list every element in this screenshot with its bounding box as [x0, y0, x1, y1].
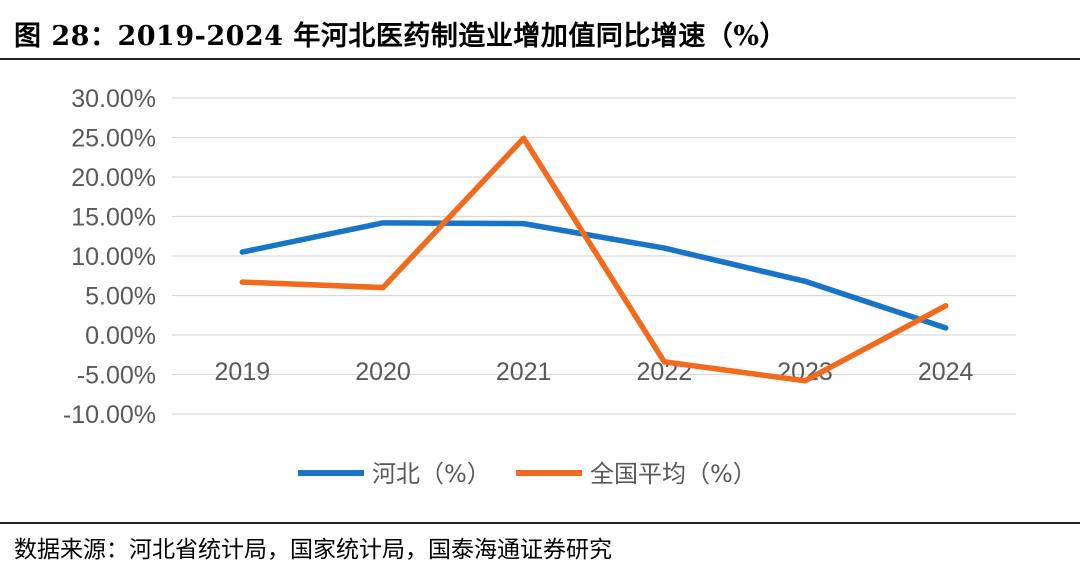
gridlines: [172, 97, 1016, 415]
data-point: [661, 245, 667, 251]
data-point: [661, 359, 667, 365]
x-tick-label: 2021: [496, 358, 552, 386]
legend-label: 全国平均（%）: [590, 460, 757, 488]
figure-title: 图 28：2019-2024 年河北医药制造业增加值同比增速（%）: [14, 21, 788, 52]
data-point: [521, 135, 527, 141]
legend: 河北（%） 全国平均（%）: [298, 460, 757, 488]
y-axis-ticks: 30.00% 25.00% 20.00% 15.00% 10.00% 5.00% 0.00%…: [63, 85, 156, 429]
x-axis-ticks: 2019 2020 2021 2022 2023 2024: [215, 358, 974, 386]
y-tick-label: 15.00%: [71, 204, 156, 232]
series-line-1: [239, 220, 949, 331]
data-point: [802, 378, 808, 384]
data-point: [380, 220, 386, 226]
y-tick-label: -10.00%: [63, 401, 156, 429]
data-point: [380, 285, 386, 291]
data-point: [943, 303, 949, 309]
data-point: [239, 249, 245, 255]
data-point: [802, 278, 808, 284]
x-tick-label: 2024: [918, 358, 974, 386]
y-tick-label: 25.00%: [71, 125, 156, 153]
x-tick-label: 2020: [355, 358, 411, 386]
y-tick-label: 5.00%: [85, 283, 156, 311]
legend-label: 河北（%）: [372, 460, 491, 488]
y-tick-label: -5.00%: [77, 362, 156, 390]
x-tick-label: 2019: [215, 358, 271, 386]
y-tick-label: 0.00%: [85, 322, 156, 350]
series-line-2: [239, 135, 949, 384]
data-point: [239, 279, 245, 285]
y-tick-label: 20.00%: [71, 164, 156, 192]
y-tick-label: 10.00%: [71, 243, 156, 271]
data-point: [943, 325, 949, 331]
title-divider: [0, 58, 1080, 60]
source-note: 数据来源：河北省统计局，国家统计局，国泰海通证券研究: [14, 537, 612, 563]
footer-divider: [0, 522, 1080, 524]
series-lines: [239, 135, 949, 384]
y-tick-label: 30.00%: [71, 85, 156, 113]
line-chart: 30.00% 25.00% 20.00% 15.00% 10.00% 5.00% 0.00%…: [63, 85, 1016, 488]
data-point: [521, 221, 527, 227]
